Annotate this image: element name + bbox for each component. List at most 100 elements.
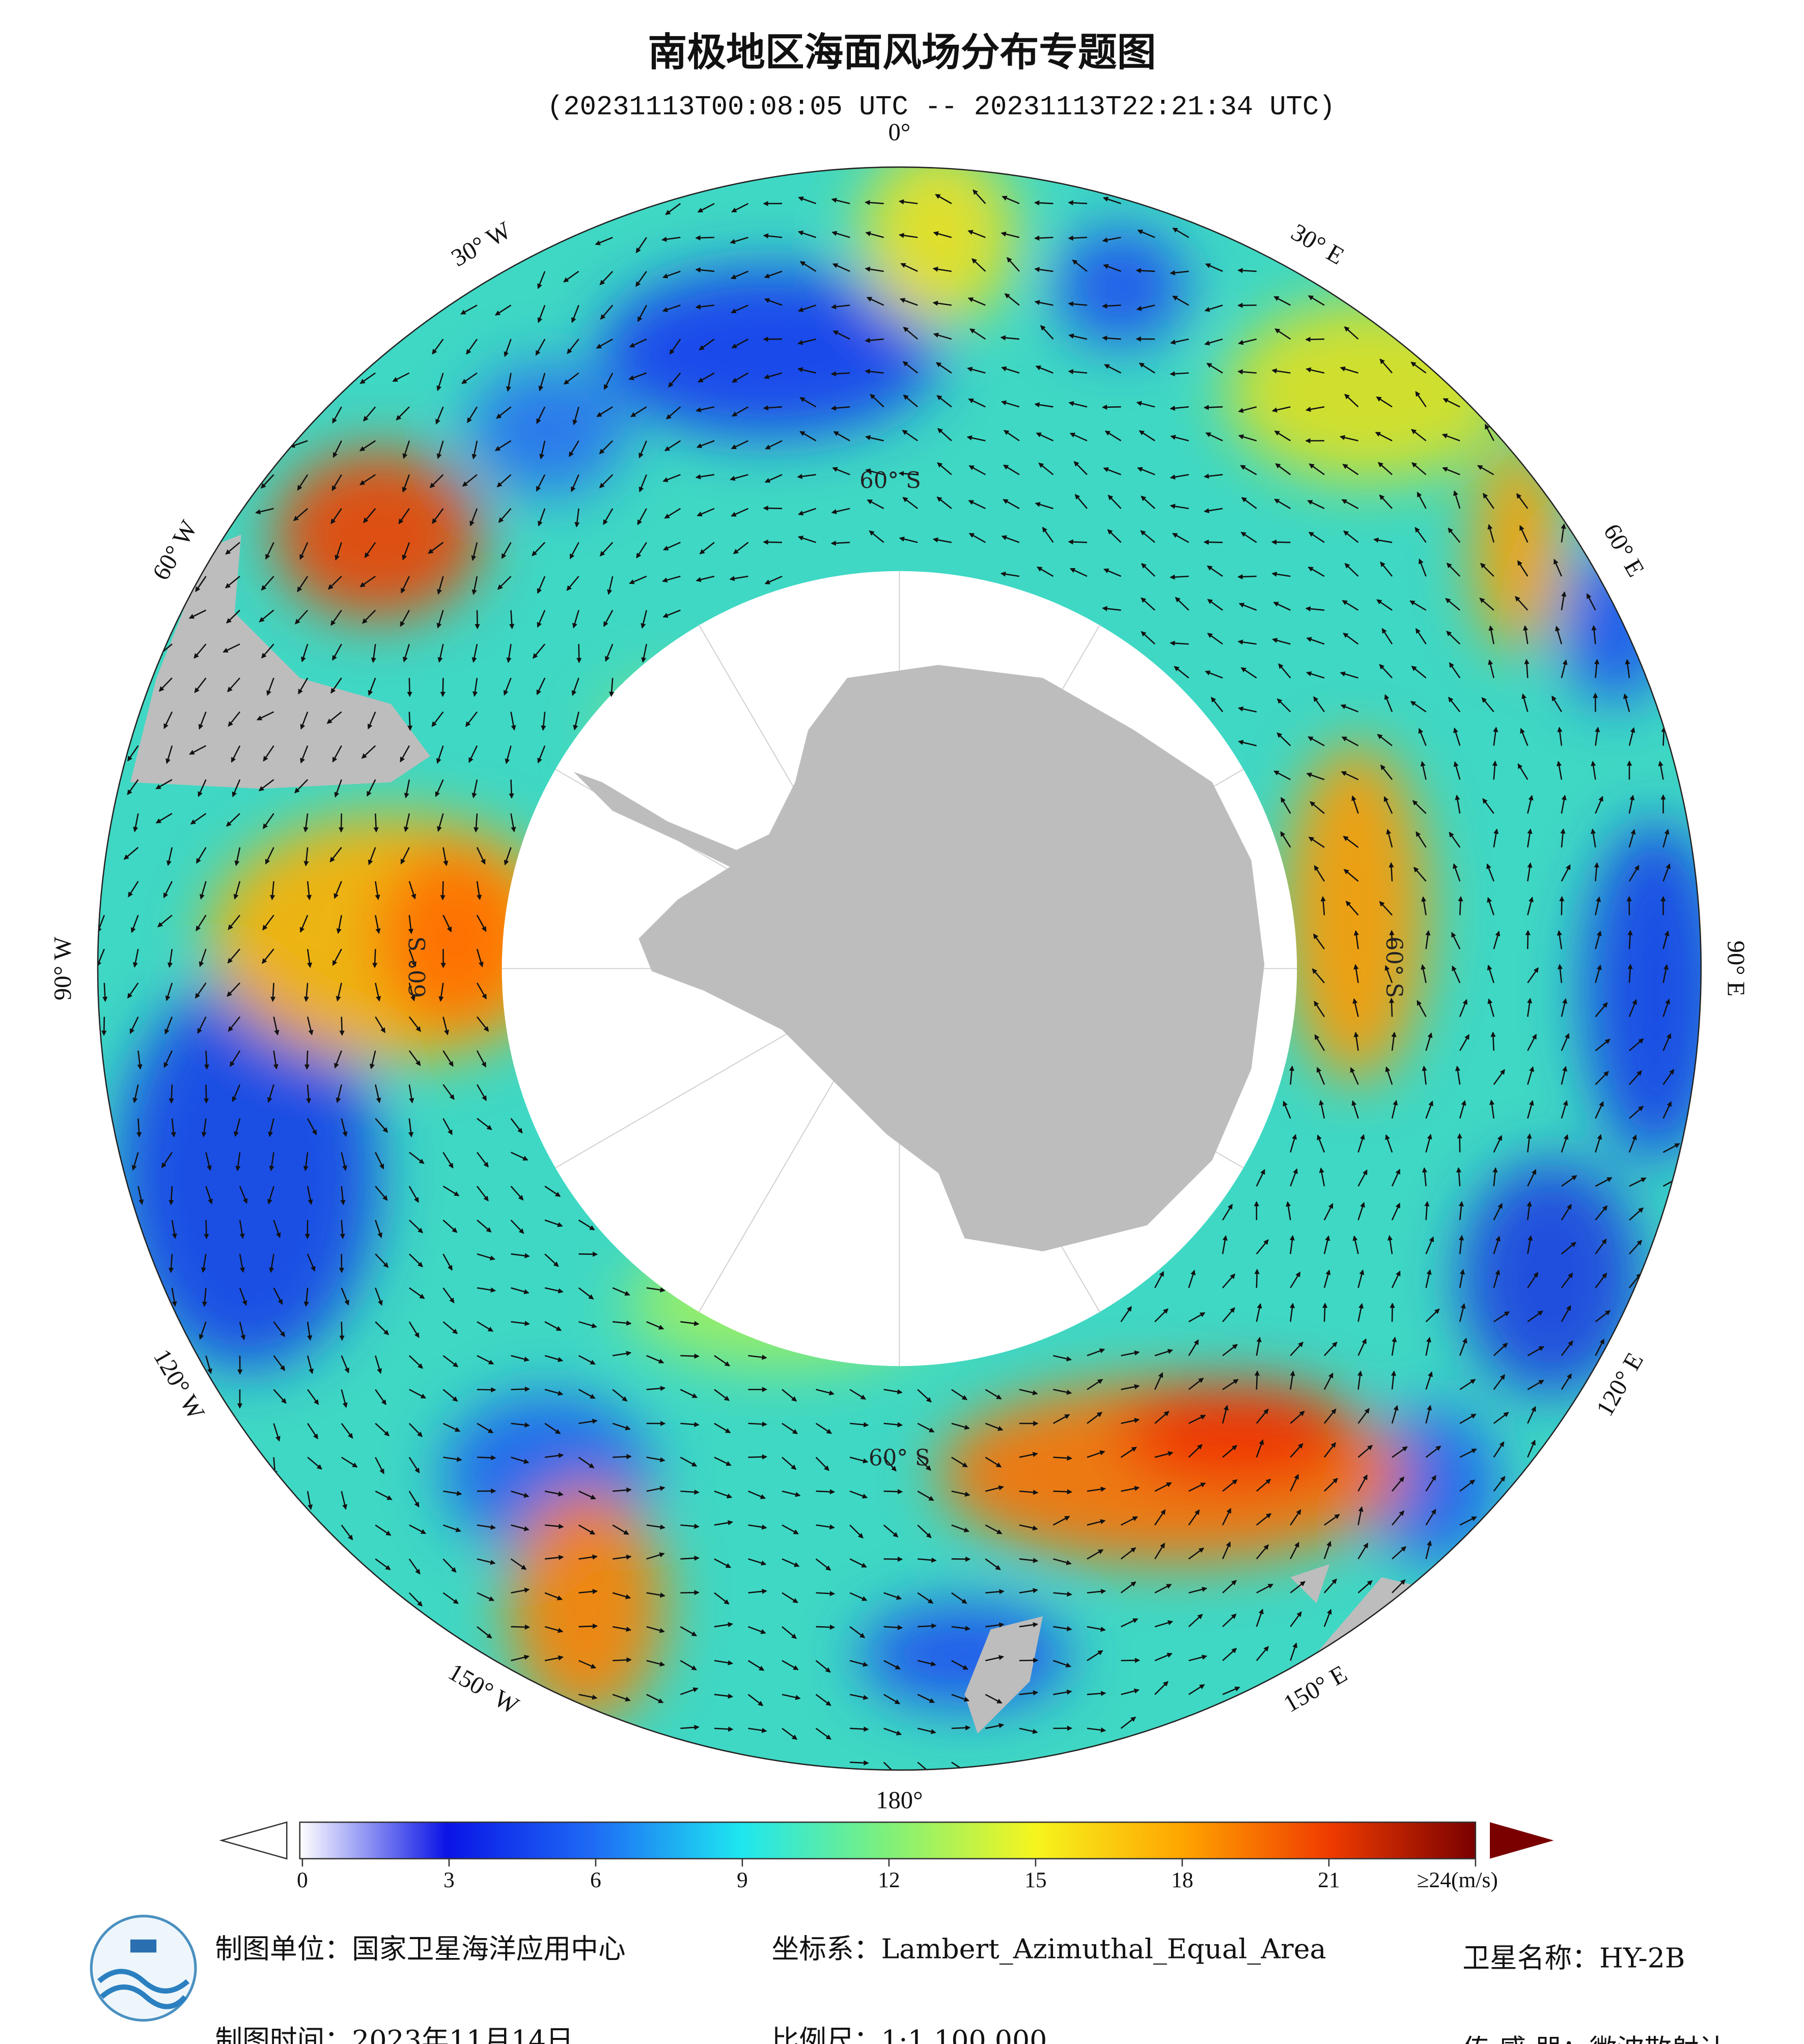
wind-arrow <box>511 1655 530 1662</box>
wind-arrow <box>563 372 579 385</box>
wind-arrow <box>476 881 482 901</box>
speed-patch <box>599 267 939 437</box>
wind-arrow <box>1222 1273 1236 1289</box>
wind-arrow <box>402 542 410 561</box>
wind-arrow <box>1036 432 1053 441</box>
wind-arrow <box>1019 1727 1038 1734</box>
wind-arrow <box>935 362 952 374</box>
wind-arrow <box>695 474 715 480</box>
wind-arrow <box>1320 896 1326 915</box>
wind-arrow <box>612 1626 632 1632</box>
wind-arrow <box>933 332 952 340</box>
wind-arrow <box>537 576 546 594</box>
wind-arrow <box>443 1457 462 1462</box>
wind-arrow <box>1343 869 1359 882</box>
wind-arrow <box>1357 1303 1364 1322</box>
wind-arrow <box>798 196 816 205</box>
wind-arrow <box>695 304 715 310</box>
wind-arrow <box>1034 267 1053 272</box>
wind-arrow <box>595 237 613 245</box>
wind-arrow <box>680 1687 699 1695</box>
wind-arrow <box>293 508 308 521</box>
wind-arrow <box>289 440 308 448</box>
wind-arrow <box>730 237 748 244</box>
wind-arrow <box>578 1355 596 1365</box>
wind-arrow <box>1310 801 1325 814</box>
wind-arrow <box>985 1524 1003 1534</box>
wind-arrow <box>883 1625 903 1630</box>
wind-arrow <box>699 542 715 554</box>
wind-arrow <box>1053 1626 1072 1632</box>
wind-arrow <box>442 1558 457 1573</box>
wind-arrow <box>196 914 207 932</box>
wind-arrow <box>1357 1338 1367 1356</box>
wind-arrow <box>1324 1514 1340 1526</box>
wind-arrow <box>339 813 344 833</box>
wind-arrow <box>1188 1547 1204 1560</box>
wind-arrow <box>1002 195 1020 205</box>
wind-arrow <box>228 1016 241 1032</box>
wind-arrow <box>239 1220 245 1239</box>
wind-arrow <box>815 1660 831 1673</box>
wind-arrow <box>436 610 444 629</box>
wind-arrow <box>332 948 342 966</box>
wind-arrow <box>369 1050 376 1070</box>
wind-arrow <box>1238 406 1257 413</box>
wind-arrow <box>849 1490 868 1499</box>
wind-arrow <box>234 1118 241 1137</box>
wind-arrow <box>932 300 952 306</box>
wind-arrow <box>402 440 410 459</box>
wind-arrow <box>336 983 342 1002</box>
wind-arrow <box>1276 698 1291 713</box>
wind-arrow <box>188 609 207 619</box>
wind-arrow <box>714 1726 734 1732</box>
wind-arrow <box>731 203 749 213</box>
wind-arrow <box>1222 1479 1238 1492</box>
wind-arrow <box>307 1253 316 1272</box>
wind-arrow <box>1052 1516 1070 1526</box>
wind-arrow <box>137 1186 144 1205</box>
wind-arrow <box>239 1253 245 1273</box>
wind-arrow <box>1103 568 1122 577</box>
wind-arrow <box>1222 1405 1229 1424</box>
wind-arrow <box>1154 1349 1173 1357</box>
wind-arrow <box>1313 696 1325 712</box>
wind-arrow <box>1323 1408 1337 1424</box>
wind-arrow <box>571 678 579 696</box>
wind-arrow <box>815 1694 831 1706</box>
wind-arrow <box>917 1490 934 1501</box>
wind-arrow <box>869 530 884 543</box>
wind-arrow <box>1003 430 1020 441</box>
wind-arrow <box>196 847 207 864</box>
wind-arrow <box>1154 1451 1174 1458</box>
wind-arrow <box>1102 197 1121 205</box>
wind-arrow <box>1121 1658 1141 1663</box>
wind-arrow <box>307 1322 313 1341</box>
wind-arrow <box>1273 602 1291 611</box>
wind-arrow <box>815 1457 829 1471</box>
wind-arrow <box>680 1555 700 1561</box>
wind-arrow <box>605 643 614 662</box>
latitude-label: 60° S <box>859 468 921 494</box>
wind-arrow <box>1290 1134 1297 1153</box>
wind-arrow <box>270 881 275 901</box>
wind-arrow <box>1237 369 1257 375</box>
wind-arrow <box>1019 1490 1039 1495</box>
wind-arrow <box>578 1457 595 1469</box>
wind-arrow <box>171 1118 176 1138</box>
wind-arrow <box>1256 1608 1264 1627</box>
wind-arrow <box>303 847 309 866</box>
wind-arrow <box>375 1220 382 1239</box>
wind-arrow <box>815 1558 831 1571</box>
wind-arrow <box>680 1626 697 1637</box>
wind-arrow <box>1141 631 1156 645</box>
wind-arrow <box>747 1660 765 1671</box>
wind-arrow <box>1379 664 1393 679</box>
wind-arrow <box>265 847 274 865</box>
wind-arrow <box>696 440 715 449</box>
wind-arrow <box>865 435 884 442</box>
wind-arrow <box>364 542 376 558</box>
wind-arrow <box>1019 1690 1039 1696</box>
wind-arrow <box>646 1592 665 1598</box>
wind-arrow <box>334 779 342 798</box>
